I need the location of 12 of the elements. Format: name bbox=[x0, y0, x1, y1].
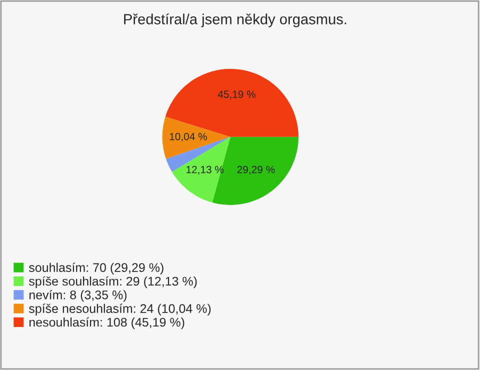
data-label: 45,19 % bbox=[218, 90, 256, 100]
pie-slice bbox=[162, 116, 230, 159]
pie-slice bbox=[212, 136, 298, 205]
data-label: 29,29 % bbox=[237, 166, 275, 175]
legend-label: spíše nesouhlasím: 24 (10,04 %) bbox=[29, 304, 211, 316]
data-label: 12,13 % bbox=[186, 166, 224, 175]
legend-label: nevím: 8 (3,35 %) bbox=[29, 290, 127, 302]
legend-label: souhlasím: 70 (29,29 %) bbox=[29, 262, 164, 274]
data-label: 10,04 % bbox=[170, 132, 207, 142]
legend-label: spíše souhlasím: 29 (12,13 %) bbox=[29, 276, 197, 288]
chart-title: Předstíral/a jsem někdy orgasmus. bbox=[124, 13, 346, 28]
legend-label: nesouhlasím: 108 (45,19 %) bbox=[29, 317, 184, 330]
